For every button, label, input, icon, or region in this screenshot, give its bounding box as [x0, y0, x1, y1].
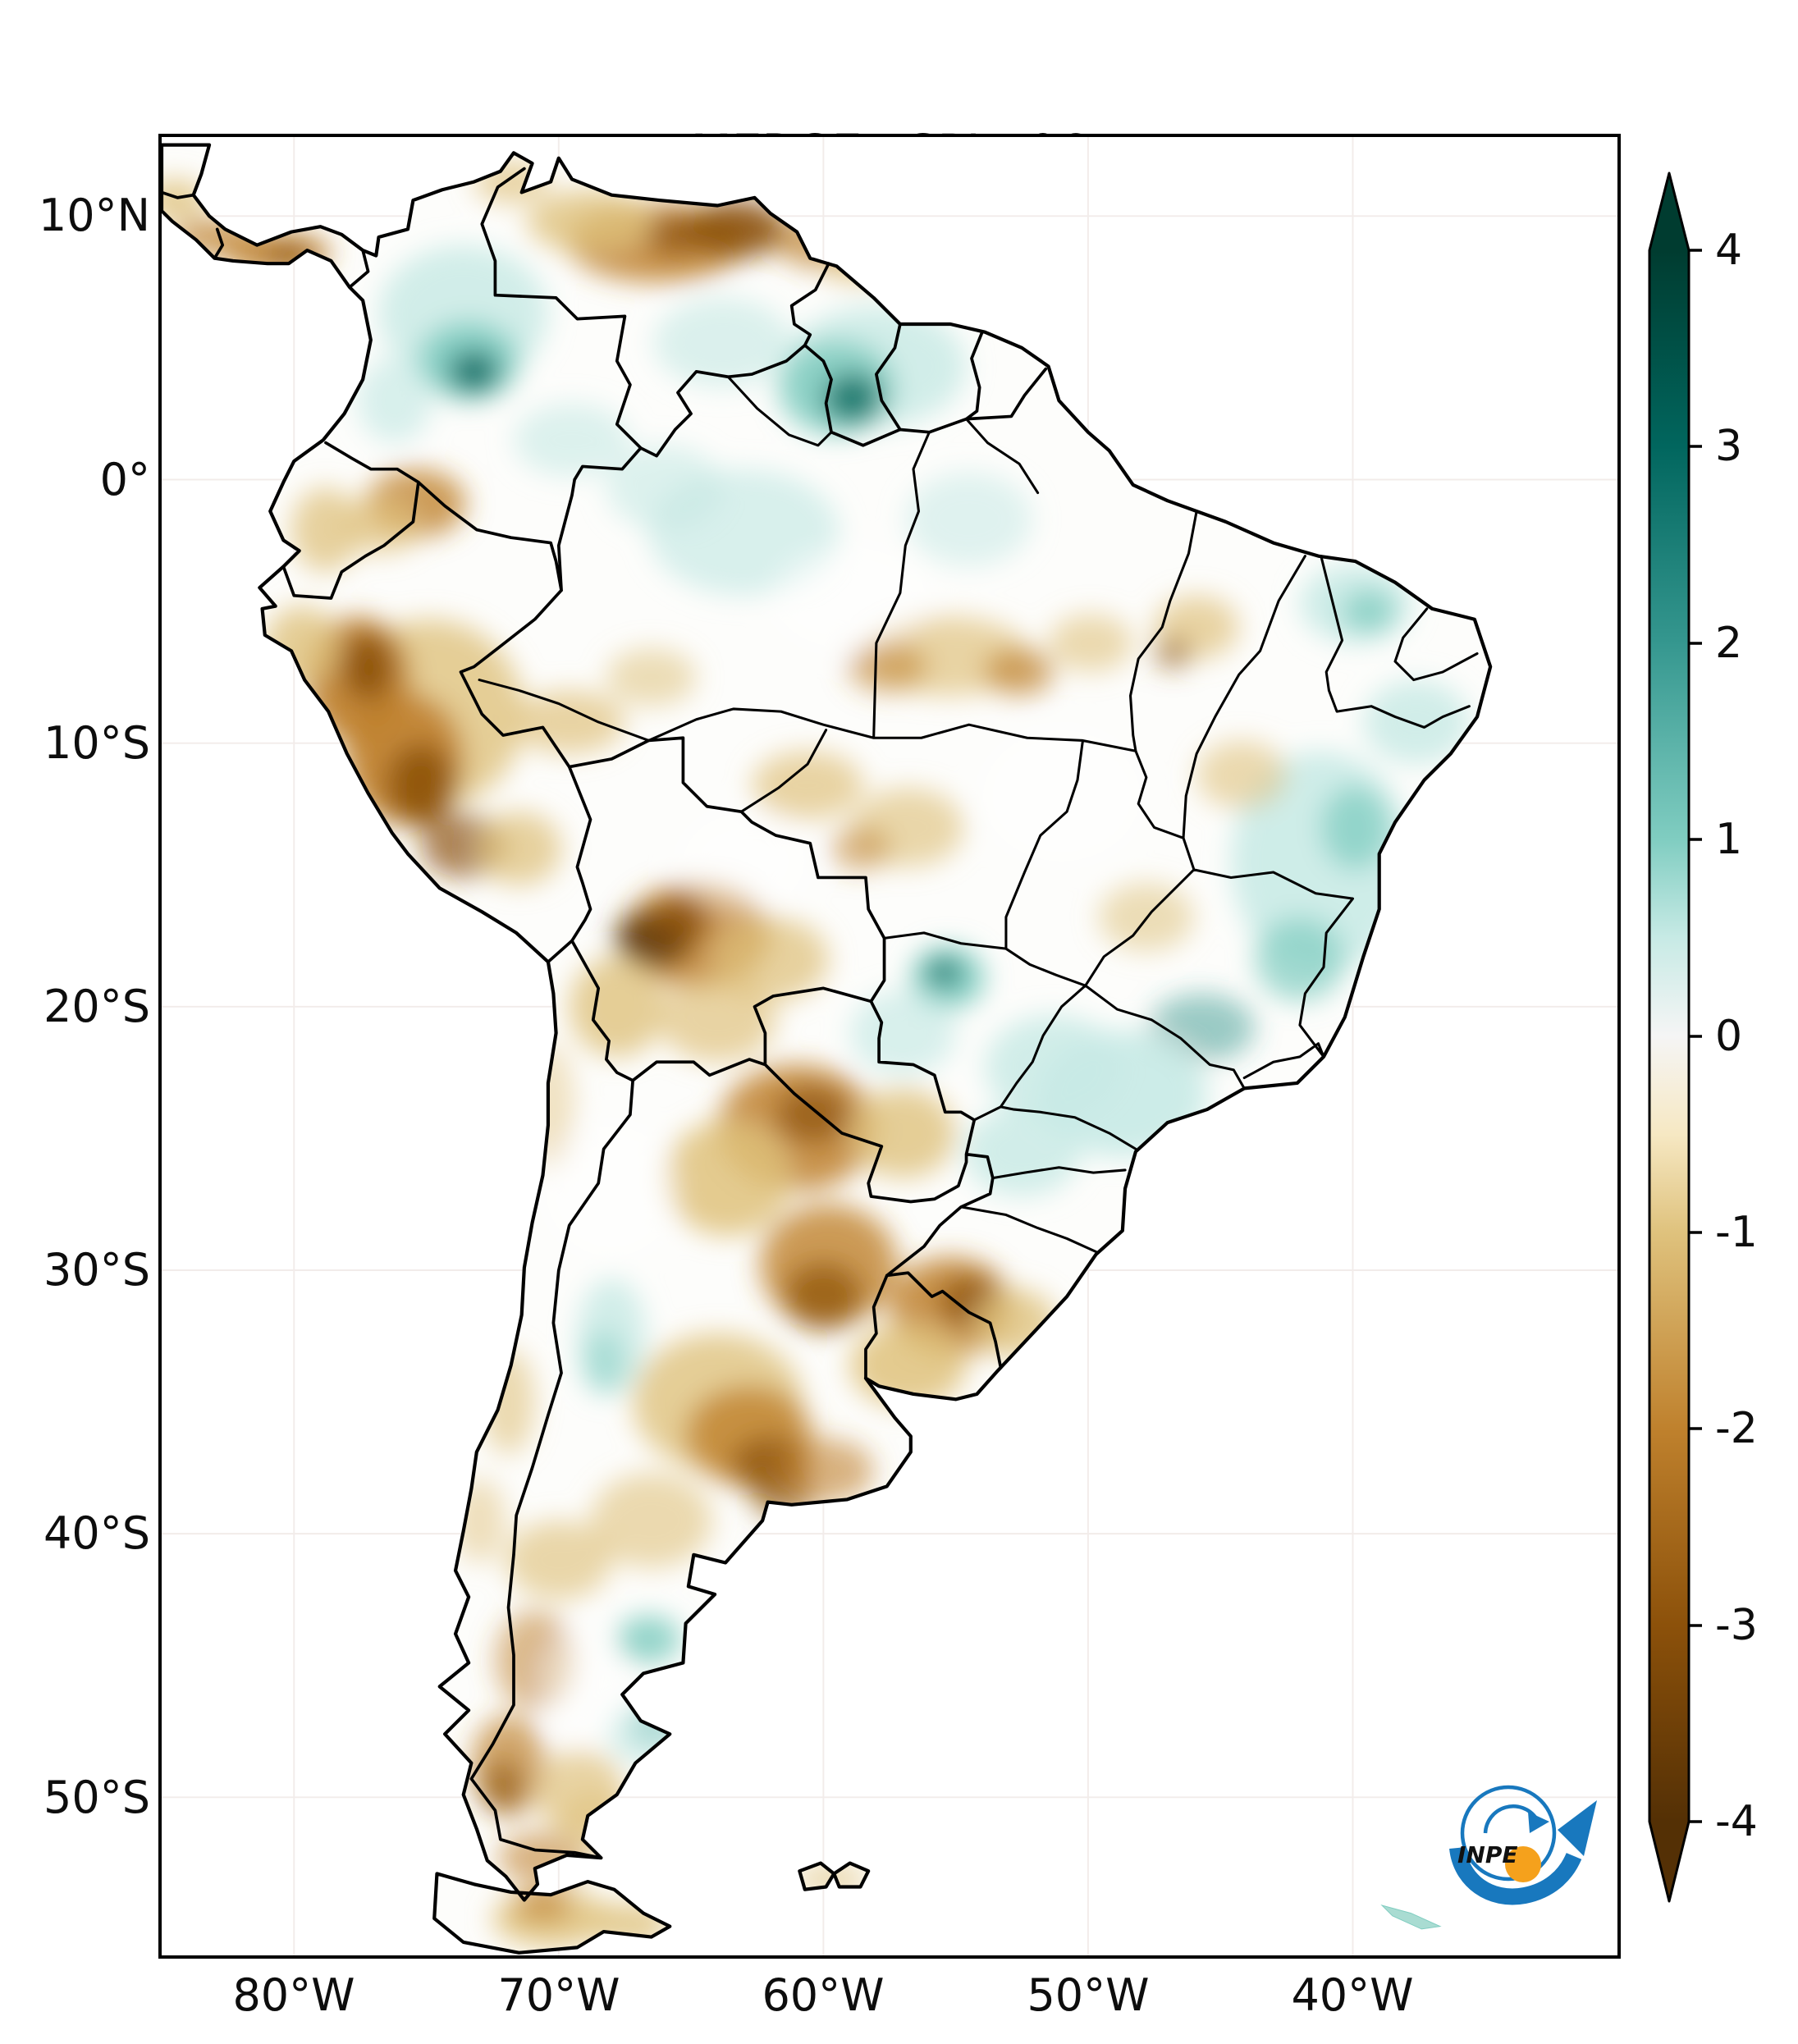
- inpe-logo: INPE: [1449, 1785, 1597, 1905]
- colorbar-tick-label-m1: -1: [1715, 1208, 1758, 1257]
- lat-label-10n: 10°N: [38, 190, 150, 241]
- colorbar-tick-label-2: 2: [1715, 619, 1743, 668]
- colorbar-tick-label-m4: -4: [1715, 1797, 1758, 1846]
- inpe-logo-swirl-icon: [1449, 1785, 1597, 1905]
- state-borders: [478, 375, 1479, 1254]
- south-georgia-island: [1380, 1905, 1442, 1930]
- colorbar-gradient-bar: [1648, 171, 1690, 1903]
- lat-label-40s: 40°S: [43, 1507, 150, 1559]
- map-svg: [162, 137, 1617, 1955]
- lon-label-50w: 50°W: [1027, 1969, 1150, 2021]
- lat-label-10s: 10°S: [43, 717, 150, 769]
- colorbar: [1648, 171, 1702, 1903]
- colorbar-tick-label-3: 3: [1715, 422, 1743, 471]
- lon-label-70w: 70°W: [497, 1969, 620, 2021]
- inpe-logo-text: INPE: [1457, 1841, 1518, 1868]
- lat-label-0: 0°: [99, 454, 150, 505]
- colorbar-tick-label-m3: -3: [1715, 1601, 1758, 1650]
- colorbar-ticks: [1689, 249, 1702, 1823]
- lat-label-30s: 30°S: [43, 1244, 150, 1296]
- lat-label-50s: 50°S: [43, 1772, 150, 1823]
- colorbar-tick-label-0: 0: [1715, 1012, 1743, 1061]
- map-panel: [158, 134, 1621, 1959]
- lon-label-40w: 40°W: [1291, 1969, 1414, 2021]
- lon-label-60w: 60°W: [762, 1969, 885, 2021]
- colorbar-tick-label-4: 4: [1715, 226, 1743, 275]
- colorbar-tick-label-m2: -2: [1715, 1404, 1758, 1453]
- lon-label-80w: 80°W: [232, 1969, 355, 2021]
- lat-label-20s: 20°S: [43, 981, 150, 1032]
- colorbar-tick-label-1: 1: [1715, 815, 1743, 864]
- country-borders: [162, 167, 1048, 1860]
